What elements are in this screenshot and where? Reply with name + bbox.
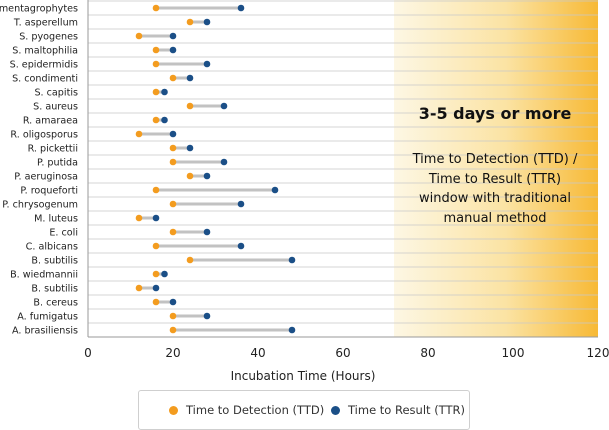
legend-ttr-marker <box>331 406 340 415</box>
ttd-point <box>169 200 177 208</box>
legend: Time to Detection (TTD) Time to Result (… <box>138 390 470 430</box>
ttd-point <box>135 32 143 40</box>
ttr-point <box>152 214 160 222</box>
category-label: B. subtilis <box>31 256 78 267</box>
category-label: A. fumigatus <box>17 312 78 323</box>
ttd-point <box>135 284 143 292</box>
ttd-point <box>152 270 160 278</box>
ttr-point <box>237 200 245 208</box>
ttr-point <box>161 88 168 96</box>
ttd-point <box>152 242 160 250</box>
category-label: P. putida <box>37 158 78 169</box>
ttr-point <box>288 326 296 334</box>
ttr-point <box>203 312 211 320</box>
ttr-point <box>161 116 168 124</box>
legend-item-ttd: Time to Detection (TTD) <box>169 403 324 417</box>
ttd-point <box>169 326 177 334</box>
ttd-point <box>152 4 160 12</box>
ttr-point <box>237 4 245 12</box>
category-label: P. roqueforti <box>20 186 78 197</box>
category-label: S. epidermidis <box>10 60 78 71</box>
ttr-point <box>203 18 211 26</box>
ttd-point <box>152 60 160 68</box>
legend-ttd-label: Time to Detection (TTD) <box>186 403 325 417</box>
ttr-point <box>220 102 228 110</box>
ttr-point <box>169 46 177 54</box>
ttr-point <box>237 242 245 250</box>
ttr-point <box>203 228 211 236</box>
ttd-point <box>152 46 160 54</box>
ttd-point <box>169 144 177 152</box>
ttd-point <box>169 312 177 320</box>
annotation-line: Time to Result (TTR) <box>428 171 562 187</box>
ttr-point <box>169 298 177 306</box>
annotation-title: 3-5 days or more <box>418 104 572 123</box>
category-label: P. aeruginosa <box>14 172 78 183</box>
category-label: S. pyogenes <box>19 32 78 43</box>
ttr-point <box>169 32 177 40</box>
ttd-point <box>186 256 194 264</box>
category-label: S. condimenti <box>12 74 78 85</box>
category-label: S. capitis <box>34 88 78 99</box>
legend-ttd-marker <box>169 406 178 415</box>
ttr-point <box>271 186 279 194</box>
annotation-body: Time to Detection (TTD) / Time to Result… <box>392 150 598 228</box>
category-label: B. subtilis <box>31 284 78 295</box>
ttd-point <box>186 18 194 26</box>
x-tick-label: 20 <box>165 346 180 360</box>
ttr-point <box>161 270 168 278</box>
ttd-point <box>169 228 177 236</box>
legend-item-ttr: Time to Result (TTR) <box>331 403 465 417</box>
ttd-point <box>152 186 160 194</box>
legend-ttr-label: Time to Result (TTR) <box>348 403 465 417</box>
ttr-point <box>186 74 194 82</box>
x-axis-label: Incubation Time (Hours) <box>231 369 376 383</box>
x-tick-label: 0 <box>84 346 92 360</box>
ttd-point <box>169 74 177 82</box>
ttd-point <box>186 172 194 180</box>
category-label: R. oligosporus <box>10 130 78 141</box>
x-tick-label: 60 <box>335 346 350 360</box>
category-label: A. brasiliensis <box>12 326 78 337</box>
category-label: S. maltophilia <box>12 46 78 57</box>
category-label: C. albicans <box>26 242 78 253</box>
ttd-point <box>152 298 160 306</box>
ttr-point <box>152 284 160 292</box>
category-label: T. asperellum <box>13 18 78 29</box>
x-tick-label: 40 <box>250 346 265 360</box>
ttr-point <box>203 60 211 68</box>
x-tick-label: 80 <box>420 346 435 360</box>
category-label: E. coli <box>49 228 78 239</box>
ttd-point <box>135 130 143 138</box>
category-label: T. mentagrophytes <box>0 4 78 15</box>
ttr-point <box>186 144 194 152</box>
annotation-line: manual method <box>443 210 547 226</box>
x-tick-label: 100 <box>502 346 525 360</box>
category-label: B. cereus <box>33 298 78 309</box>
category-label: S. aureus <box>33 102 78 113</box>
category-label: M. luteus <box>34 214 78 225</box>
annotation-line: Time to Detection (TTD) / <box>412 152 578 167</box>
category-label: R. amaraea <box>23 116 78 127</box>
category-label: B. wiedmannii <box>10 270 78 281</box>
ttr-point <box>169 130 177 138</box>
category-label: P. chrysogenum <box>2 200 78 211</box>
x-tick-label: 120 <box>587 346 609 360</box>
ttd-point <box>186 102 194 110</box>
annotation-line: window with traditional <box>419 191 571 206</box>
ttd-point <box>169 158 177 166</box>
ttd-point <box>135 214 143 222</box>
ttr-point <box>220 158 228 166</box>
ttr-point <box>203 172 211 180</box>
ttd-point <box>152 116 160 124</box>
ttr-point <box>288 256 296 264</box>
ttd-point <box>152 88 160 96</box>
category-label: R. pickettii <box>28 144 78 155</box>
